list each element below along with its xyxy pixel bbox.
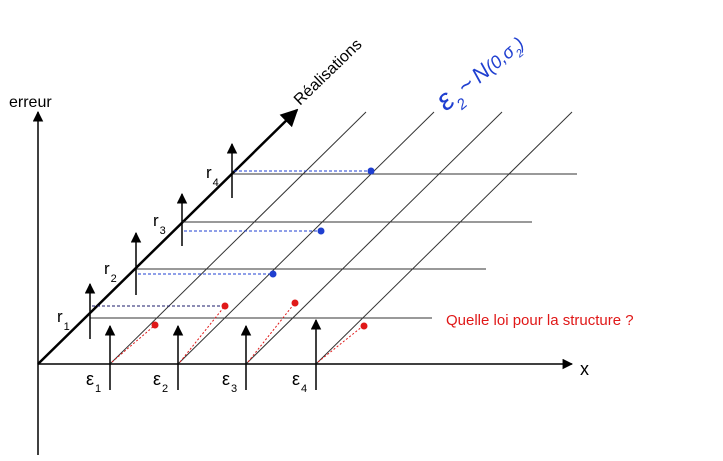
diagonal-grid xyxy=(109,111,573,365)
red-point-2 xyxy=(221,302,229,310)
red-projections xyxy=(111,303,364,363)
red-dash-1 xyxy=(111,325,155,363)
diagonal-line-4 xyxy=(315,111,573,365)
realisation-arrows xyxy=(84,142,238,339)
eps3-label: ε3 xyxy=(222,369,237,395)
diagonal-line-3 xyxy=(245,111,503,365)
red-point-3 xyxy=(291,299,299,307)
red-dash-3 xyxy=(247,303,295,363)
x-axis-label: x xyxy=(580,359,589,379)
blue-point-4 xyxy=(367,167,375,175)
epsilon-arrows xyxy=(104,318,322,390)
red-point-1 xyxy=(151,321,159,329)
blue-point-2 xyxy=(269,270,277,278)
r1-label: r1 xyxy=(57,307,70,333)
red-dash-4 xyxy=(317,325,364,363)
eps4-label: ε4 xyxy=(292,369,307,395)
y-axis-label: erreur xyxy=(9,94,52,111)
r2-label: r2 xyxy=(104,259,117,285)
blue-projections xyxy=(138,170,370,275)
diagonal-line-2 xyxy=(177,111,435,365)
red-point-4 xyxy=(360,322,368,330)
r3-label: r3 xyxy=(153,211,166,237)
realisation-levels xyxy=(90,173,577,319)
red-dash-2 xyxy=(179,306,225,363)
question-text: Quelle loi pour la structure ? xyxy=(446,312,634,329)
epsilon-labels: ε1 ε2 ε3 ε4 xyxy=(86,369,307,395)
blue-points xyxy=(269,167,375,278)
realisation-labels: r1 r2 r3 r4 xyxy=(57,163,219,333)
eps1-label: ε1 xyxy=(86,369,101,395)
distribution-label: ε2~N(0,σ2) xyxy=(429,26,533,122)
blue-point-3 xyxy=(317,227,325,235)
diagonal-line-1 xyxy=(109,111,367,365)
eps2-label: ε2 xyxy=(153,369,168,395)
realisations-axis xyxy=(37,108,299,365)
red-points xyxy=(151,299,368,330)
realisations-label: Réalisations xyxy=(291,36,366,109)
r4-label: r4 xyxy=(206,163,219,189)
